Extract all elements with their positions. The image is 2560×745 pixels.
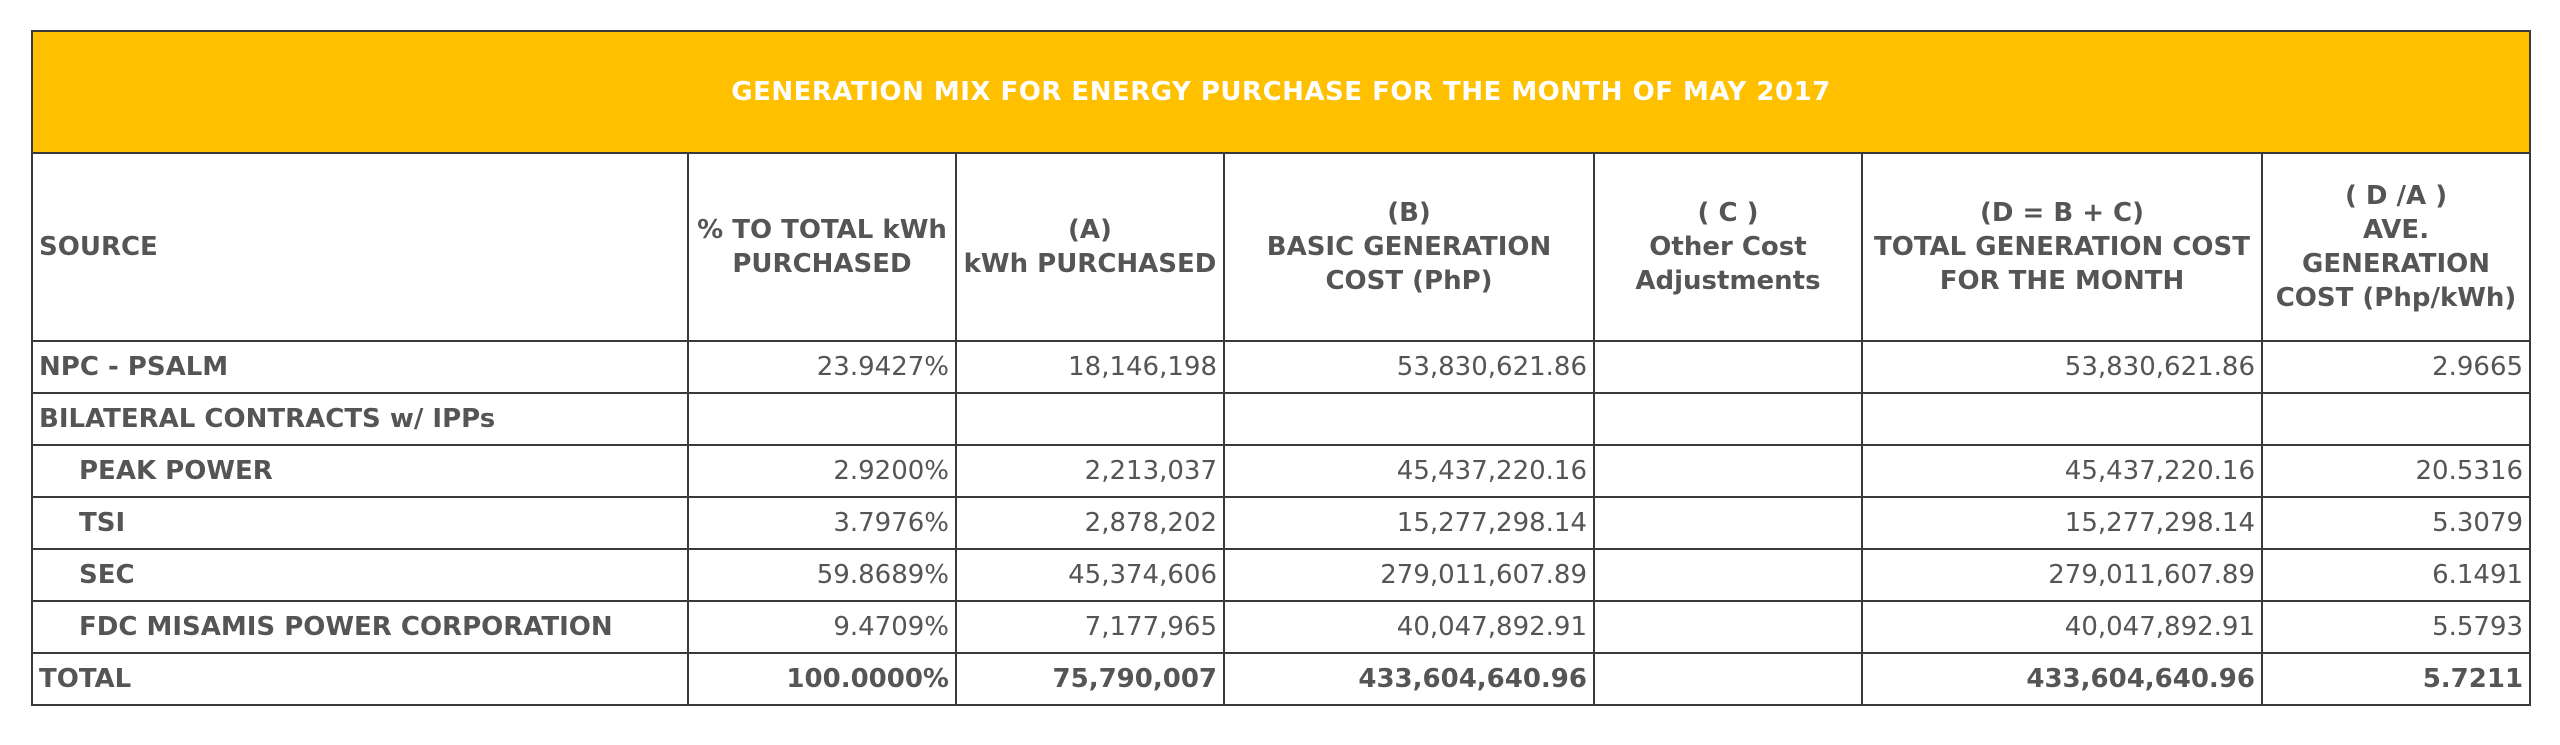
total-basic-cost: 433,604,640.96 <box>1223 652 1595 706</box>
cell-source: PEAK POWER <box>31 444 689 498</box>
title-row: GENERATION MIX FOR ENERGY PURCHASE FOR T… <box>30 30 2532 154</box>
cell-kwh: 2,213,037 <box>955 444 1225 498</box>
cell-kwh <box>955 392 1225 446</box>
cell-pct <box>687 392 957 446</box>
header-row: SOURCE % TO TOTAL kWh PURCHASED (A) kWh … <box>31 152 2532 342</box>
header-pct: % TO TOTAL kWh PURCHASED <box>687 152 957 342</box>
cell-ave-cost: 20.5316 <box>2260 444 2532 498</box>
cell-ave-cost: 5.3079 <box>2260 496 2532 550</box>
cell-kwh: 45,374,606 <box>955 548 1225 602</box>
table-row: TSI 3.7976% 2,878,202 15,277,298.14 15,2… <box>31 496 2532 550</box>
header-ave-cost: ( D /A ) AVE. GENERATION COST (Php/kWh) <box>2260 152 2532 342</box>
header-source-label: SOURCE <box>39 232 158 262</box>
cell-pct: 9.4709% <box>687 600 957 654</box>
cell-other-cost <box>1593 444 1863 498</box>
cell-basic-cost: 15,277,298.14 <box>1223 496 1595 550</box>
cell-other-cost <box>1593 392 1863 446</box>
cell-ave-cost: 5.5793 <box>2260 600 2532 654</box>
cell-pct: 23.9427% <box>687 340 957 394</box>
table-row: BILATERAL CONTRACTS w/ IPPs <box>31 392 2532 446</box>
cell-total-cost: 15,277,298.14 <box>1861 496 2263 550</box>
cell-basic-cost <box>1223 392 1595 446</box>
total-kwh: 75,790,007 <box>955 652 1225 706</box>
cell-source: BILATERAL CONTRACTS w/ IPPs <box>31 392 689 446</box>
cell-kwh: 18,146,198 <box>955 340 1225 394</box>
table-row: PEAK POWER 2.9200% 2,213,037 45,437,220.… <box>31 444 2532 498</box>
table-row: FDC MISAMIS POWER CORPORATION 9.4709% 7,… <box>31 600 2532 654</box>
cell-basic-cost: 40,047,892.91 <box>1223 600 1595 654</box>
cell-total-cost <box>1861 392 2263 446</box>
cell-other-cost <box>1593 600 1863 654</box>
cell-pct: 2.9200% <box>687 444 957 498</box>
cell-basic-cost: 45,437,220.16 <box>1223 444 1595 498</box>
header-source: SOURCE <box>31 152 689 342</box>
cell-ave-cost: 2.9665 <box>2260 340 2532 394</box>
cell-other-cost <box>1593 548 1863 602</box>
cell-pct: 3.7976% <box>687 496 957 550</box>
table-title: GENERATION MIX FOR ENERGY PURCHASE FOR T… <box>30 30 2532 154</box>
total-ave-cost: 5.7211 <box>2260 652 2532 706</box>
cell-ave-cost: 6.1491 <box>2260 548 2532 602</box>
cell-source: FDC MISAMIS POWER CORPORATION <box>31 600 689 654</box>
cell-total-cost: 45,437,220.16 <box>1861 444 2263 498</box>
cell-total-cost: 53,830,621.86 <box>1861 340 2263 394</box>
cell-other-cost <box>1593 340 1863 394</box>
total-pct: 100.0000% <box>687 652 957 706</box>
total-label: TOTAL <box>31 652 689 706</box>
header-other-cost: ( C ) Other Cost Adjustments <box>1593 152 1863 342</box>
cell-pct: 59.8689% <box>687 548 957 602</box>
cell-basic-cost: 279,011,607.89 <box>1223 548 1595 602</box>
total-other-cost <box>1593 652 1863 706</box>
cell-total-cost: 40,047,892.91 <box>1861 600 2263 654</box>
cell-source: NPC - PSALM <box>31 340 689 394</box>
cell-ave-cost <box>2260 392 2532 446</box>
cell-source: SEC <box>31 548 689 602</box>
table-row: SEC 59.8689% 45,374,606 279,011,607.89 2… <box>31 548 2532 602</box>
cell-source: TSI <box>31 496 689 550</box>
total-total-cost: 433,604,640.96 <box>1861 652 2263 706</box>
total-row: TOTAL 100.0000% 75,790,007 433,604,640.9… <box>31 652 2532 706</box>
cell-kwh: 7,177,965 <box>955 600 1225 654</box>
header-basic-cost: (B) BASIC GENERATION COST (PhP) <box>1223 152 1595 342</box>
header-total-cost: (D = B + C) TOTAL GENERATION COST FOR TH… <box>1861 152 2263 342</box>
generation-mix-sheet: GENERATION MIX FOR ENERGY PURCHASE FOR T… <box>30 30 2532 706</box>
header-kwh: (A) kWh PURCHASED <box>955 152 1225 342</box>
cell-total-cost: 279,011,607.89 <box>1861 548 2263 602</box>
cell-other-cost <box>1593 496 1863 550</box>
cell-basic-cost: 53,830,621.86 <box>1223 340 1595 394</box>
table-row: NPC - PSALM 23.9427% 18,146,198 53,830,6… <box>31 340 2532 394</box>
cell-kwh: 2,878,202 <box>955 496 1225 550</box>
generation-mix-table: GENERATION MIX FOR ENERGY PURCHASE FOR T… <box>30 30 2532 706</box>
